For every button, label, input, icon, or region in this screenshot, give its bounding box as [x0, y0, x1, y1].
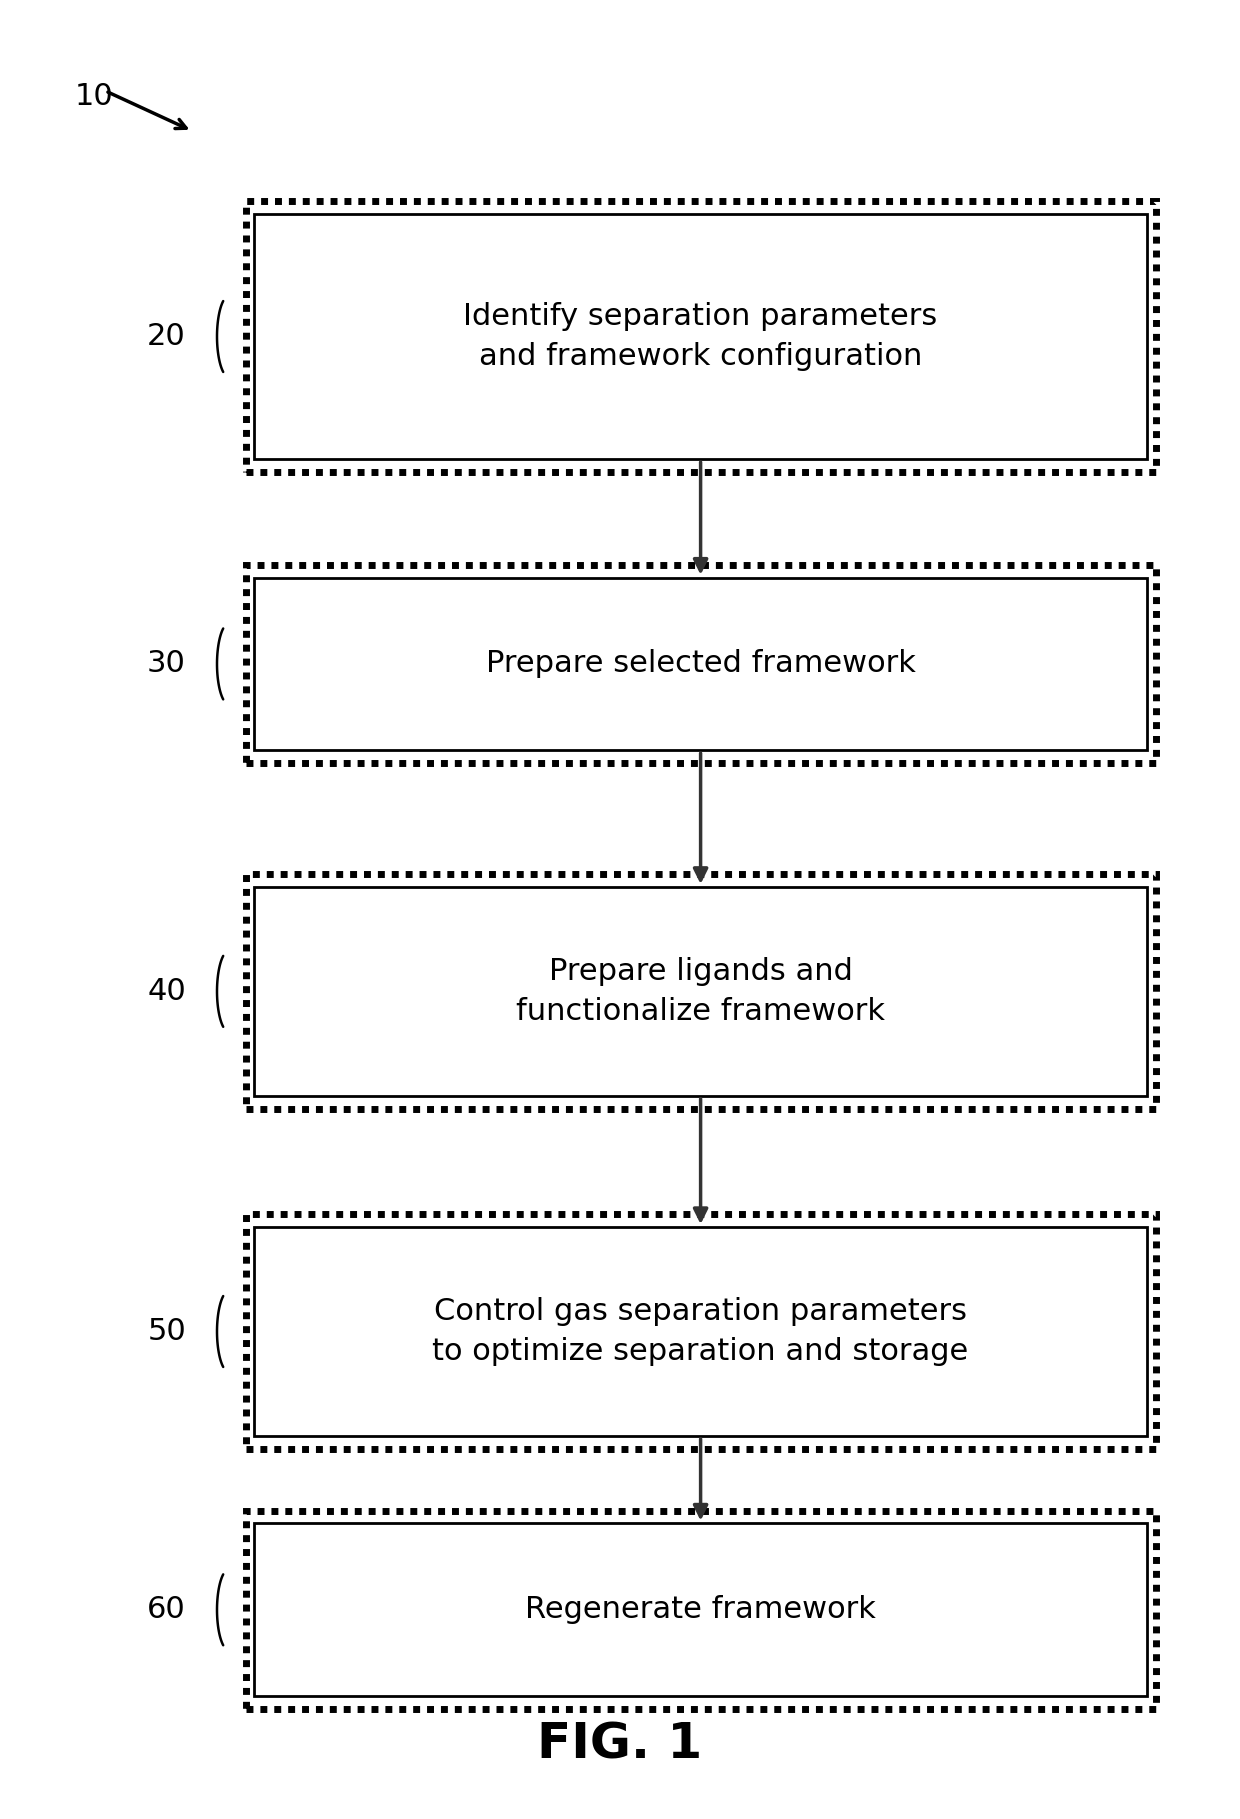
Text: 60: 60 — [148, 1595, 186, 1624]
Bar — [254, 1226, 1147, 1437]
Bar — [246, 564, 1156, 764]
Bar — [246, 875, 1156, 1110]
Text: 10: 10 — [74, 82, 113, 111]
Text: 20: 20 — [148, 322, 186, 351]
Text: 40: 40 — [148, 977, 186, 1006]
Bar — [246, 1510, 1156, 1710]
Text: Identify separation parameters
and framework configuration: Identify separation parameters and frame… — [464, 302, 937, 371]
Bar — [254, 886, 1147, 1095]
Text: 30: 30 — [148, 649, 186, 678]
Text: 50: 50 — [148, 1317, 186, 1346]
Bar — [246, 202, 1156, 473]
Text: Control gas separation parameters
to optimize separation and storage: Control gas separation parameters to opt… — [433, 1297, 968, 1366]
Bar — [246, 1215, 1156, 1448]
Text: Regenerate framework: Regenerate framework — [526, 1595, 875, 1624]
Text: Prepare selected framework: Prepare selected framework — [486, 649, 915, 678]
Bar — [254, 578, 1147, 749]
Bar — [254, 1523, 1147, 1695]
Text: FIG. 1: FIG. 1 — [537, 1721, 703, 1768]
Text: Prepare ligands and
functionalize framework: Prepare ligands and functionalize framew… — [516, 957, 885, 1026]
Bar — [254, 215, 1147, 460]
